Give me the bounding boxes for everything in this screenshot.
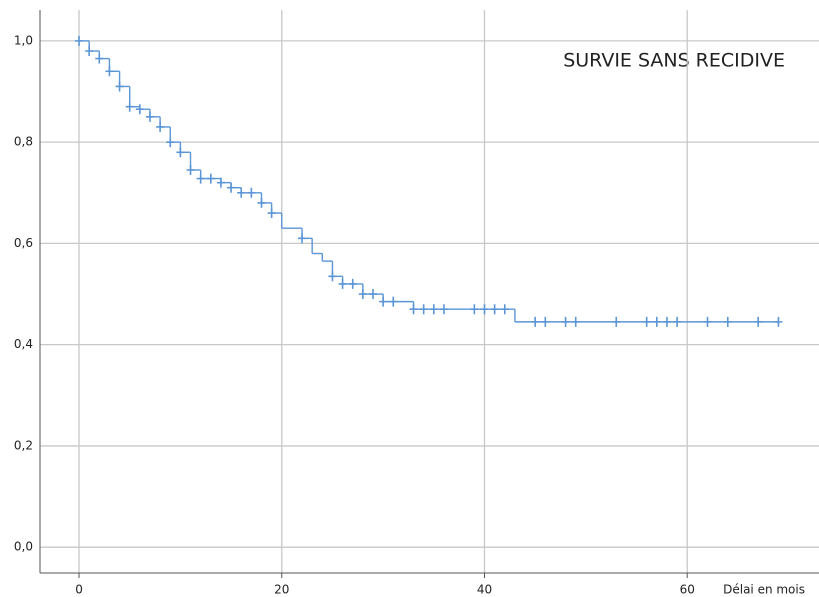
- y-tick-label: 0,0: [14, 540, 33, 554]
- censor-mark: [429, 304, 438, 315]
- censor-mark: [247, 187, 256, 198]
- x-tick-label: 40: [477, 583, 492, 597]
- censor-mark: [703, 316, 712, 327]
- censor-mark: [368, 289, 377, 300]
- y-tick-label: 1,0: [14, 33, 33, 47]
- x-tick-label: 60: [680, 583, 695, 597]
- censor-mark: [439, 304, 448, 315]
- y-tick-label: 0,4: [14, 337, 33, 351]
- censor-mark: [642, 316, 651, 327]
- y-tick-label: 0,2: [14, 438, 33, 452]
- censor-mark: [470, 304, 479, 315]
- censor-mark: [95, 53, 104, 64]
- censor-mark: [409, 304, 418, 315]
- censor-mark: [662, 316, 671, 327]
- censor-mark: [267, 208, 276, 219]
- censor-mark: [480, 304, 489, 315]
- censor-mark: [257, 197, 266, 208]
- x-axis-label: Délai en mois: [723, 583, 805, 597]
- censor-mark: [196, 173, 205, 184]
- x-tick-label: 0: [75, 583, 83, 597]
- censor-mark: [500, 304, 509, 315]
- censor-mark: [85, 46, 94, 57]
- censor-mark: [135, 104, 144, 115]
- censor-mark: [166, 137, 175, 148]
- censor-mark: [389, 296, 398, 307]
- censor-mark: [237, 187, 246, 198]
- censor-mark: [206, 173, 215, 184]
- y-tick-label: 0,6: [14, 236, 33, 250]
- censor-mark: [216, 177, 225, 188]
- censor-mark: [379, 296, 388, 307]
- y-tick-label: 0,8: [14, 135, 33, 149]
- censor-mark: [105, 66, 114, 77]
- censor-mark: [419, 304, 428, 315]
- censor-mark: [490, 304, 499, 315]
- censor-mark: [541, 316, 550, 327]
- censor-mark: [176, 147, 185, 158]
- censor-mark: [754, 316, 763, 327]
- chart-title: SURVIE SANS RECIDIVE: [563, 50, 785, 72]
- censor-mark: [358, 289, 367, 300]
- censor-mark: [774, 316, 783, 327]
- censor-mark: [186, 164, 195, 175]
- censor-mark: [531, 316, 540, 327]
- censor-mark: [612, 316, 621, 327]
- censor-mark: [115, 81, 124, 92]
- censor-mark: [561, 316, 570, 327]
- censor-mark: [298, 233, 307, 244]
- censor-mark: [338, 278, 347, 289]
- censor-mark: [652, 316, 661, 327]
- censor-mark: [328, 271, 337, 282]
- censor-mark: [348, 278, 357, 289]
- censor-mark: [125, 101, 134, 112]
- censor-mark: [673, 316, 682, 327]
- censor-mark: [227, 182, 236, 193]
- censor-mark: [75, 35, 84, 46]
- censor-mark: [571, 316, 580, 327]
- censor-mark: [723, 316, 732, 327]
- censor-mark: [156, 121, 165, 132]
- censor-mark: [145, 111, 154, 122]
- x-tick-label: 20: [274, 583, 289, 597]
